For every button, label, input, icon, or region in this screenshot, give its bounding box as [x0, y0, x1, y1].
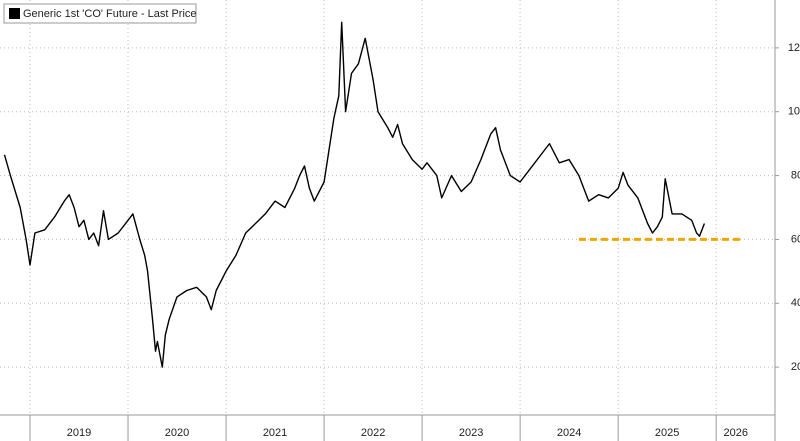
y-tick-label: 80: [791, 169, 800, 181]
x-tick-label: 2023: [459, 427, 483, 439]
y-tick-label: 60: [791, 233, 800, 245]
x-tick-label: 2024: [557, 427, 581, 439]
x-tick-label: 2025: [655, 427, 679, 439]
x-tick-label: 2026: [724, 427, 748, 439]
x-tick-label: 2020: [165, 427, 189, 439]
legend-swatch: [9, 8, 20, 19]
price-line: [3, 21, 706, 368]
y-tick-label: 20: [791, 361, 800, 373]
x-tick-label: 2022: [361, 427, 385, 439]
x-tick-label: 2021: [263, 427, 287, 439]
legend-box: [3, 3, 197, 24]
y-tick-label: 40: [791, 297, 800, 309]
y-tick-label: 100: [788, 106, 800, 118]
x-tick-label: 2019: [67, 427, 91, 439]
legend-label: Generic 1st 'CO' Future - Last Price: [23, 8, 197, 20]
y-tick-label: 120: [788, 42, 800, 54]
